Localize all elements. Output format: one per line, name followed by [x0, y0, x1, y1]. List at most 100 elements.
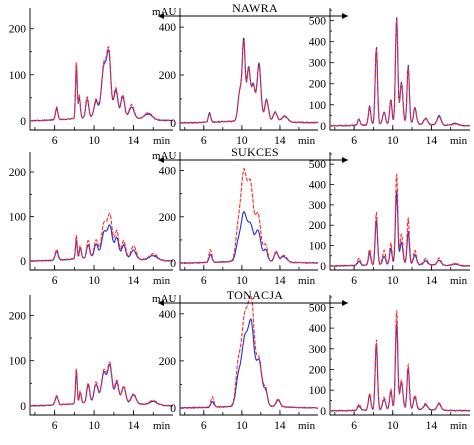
axis-frame — [179, 295, 318, 416]
y-tick-label: 200 — [9, 24, 27, 36]
y-tick-label: 300 — [309, 200, 327, 212]
trace-series-2 — [179, 40, 318, 124]
trace-series-2 — [179, 295, 319, 409]
x-unit-label: min — [298, 420, 316, 432]
panel-r3-c1: 0 100 200 6 10 14 min — [9, 295, 174, 432]
panel-r1-c1: 0 100 200 6 10 14 min — [9, 8, 174, 147]
axis-frame — [179, 152, 318, 271]
trace-series-1 — [329, 191, 471, 267]
y-tick-label: 200 — [159, 356, 177, 368]
x-tick-label: 10 — [236, 420, 248, 432]
trace-series-1 — [329, 322, 471, 412]
y-tick-label: 400 — [159, 22, 177, 34]
trace-series-2 — [329, 310, 471, 412]
y-tick-label: 200 — [309, 220, 327, 232]
x-tick-label: 14 — [426, 135, 438, 147]
arrow-right-head — [342, 300, 348, 306]
x-tick-label: 6 — [351, 135, 357, 147]
arrow-left-head — [158, 157, 164, 163]
panel-r2-c3: 0 100 200 300 400 500 6 10 14 min — [309, 152, 471, 287]
y-tick-label: 0 — [170, 403, 176, 415]
y-tick-label: 300 — [309, 344, 327, 356]
x-tick-label: 10 — [88, 275, 100, 287]
y-tick-label: 400 — [309, 323, 327, 335]
x-tick-label: 6 — [201, 275, 207, 287]
y-tick-label: 300 — [309, 58, 327, 70]
axis-frame — [329, 8, 470, 131]
x-tick-label: 6 — [201, 135, 207, 147]
axis-frame — [329, 295, 470, 416]
y-tick-label: 200 — [9, 310, 27, 322]
x-tick-label: 6 — [52, 420, 58, 432]
x-unit-label: min — [298, 275, 316, 287]
trace-series-2 — [29, 212, 174, 262]
x-unit-label: min — [450, 275, 468, 287]
y-tick-label: 400 — [309, 37, 327, 49]
y-tick-label: 0 — [320, 261, 326, 273]
y-tick-label: 200 — [159, 70, 177, 82]
x-tick-label: 10 — [88, 135, 100, 147]
x-tick-label: 6 — [52, 135, 58, 147]
x-unit-label: min — [450, 420, 468, 432]
y-tick-label: 0 — [170, 118, 176, 130]
x-unit-label: min — [153, 420, 171, 432]
x-unit-label: min — [153, 135, 171, 147]
y-tick-label: 100 — [9, 356, 27, 368]
axis-frame — [329, 152, 470, 271]
y-tick-label: 200 — [159, 212, 177, 224]
panel-r2-c1: 0 100 200 6 10 14 min — [9, 152, 174, 287]
x-tick-label: 14 — [274, 420, 286, 432]
axis-frame — [29, 152, 173, 271]
y-tick-label: 0 — [20, 116, 26, 128]
x-tick-label: 10 — [236, 275, 248, 287]
x-unit-label: min — [450, 135, 468, 147]
y-tick-label: 0 — [170, 258, 176, 270]
trace-series-2 — [329, 173, 471, 267]
y-tick-label: 400 — [159, 309, 177, 321]
axis-frame — [179, 8, 318, 131]
x-tick-label: 14 — [128, 135, 140, 147]
x-tick-label: 6 — [351, 275, 357, 287]
arrow-left-head — [158, 300, 164, 306]
y-tick-label: 100 — [309, 100, 327, 112]
trace-series-1 — [179, 211, 319, 264]
x-tick-label: 14 — [128, 420, 140, 432]
panel-r2-c2: 0 200 400 6 10 14 min — [159, 152, 319, 287]
y-tick-label: 0 — [320, 406, 326, 418]
row-header-1: NAWRA mAU — [152, 1, 348, 19]
row-label: TONACJA — [227, 288, 284, 302]
trace-series-1 — [29, 224, 174, 262]
y-tick-label: 100 — [309, 385, 327, 397]
axis-frame — [29, 295, 173, 416]
y-tick-label: 200 — [9, 167, 27, 179]
y-tick-label: 100 — [9, 212, 27, 224]
y-tick-label: 400 — [159, 166, 177, 178]
trace-series-1 — [329, 17, 471, 127]
y-tick-label: 0 — [20, 401, 26, 413]
y-tick-label: 100 — [309, 241, 327, 253]
y-tick-label: 0 — [20, 256, 26, 268]
y-tick-label: 200 — [309, 364, 327, 376]
y-tick-label: 500 — [309, 302, 327, 314]
x-unit-label: min — [153, 275, 171, 287]
trace-series-2 — [29, 361, 174, 407]
trace-series-2 — [29, 46, 174, 122]
y-unit-label: mAU — [152, 293, 177, 305]
x-tick-label: 10 — [88, 420, 100, 432]
y-unit-label: mAU — [152, 150, 177, 162]
row-header-2: SUKCES mAU — [152, 145, 348, 163]
x-tick-label: 14 — [426, 275, 438, 287]
x-tick-label: 6 — [201, 420, 207, 432]
panel-r1-c3: 0 100 200 300 400 500 6 10 14 min — [309, 8, 471, 147]
panel-r3-c2: 0 200 400 6 10 14 min — [159, 295, 319, 432]
x-tick-label: 10 — [387, 420, 399, 432]
trace-series-1 — [179, 37, 319, 124]
panel-r3-c3: 0 100 200 300 400 500 6 10 14 min — [309, 295, 471, 432]
trace-series-2 — [329, 18, 471, 127]
arrow-left-head — [158, 13, 164, 19]
y-tick-label: 200 — [309, 79, 327, 91]
y-tick-label: 500 — [309, 159, 327, 171]
trace-series-1 — [179, 318, 319, 409]
x-tick-label: 10 — [387, 275, 399, 287]
